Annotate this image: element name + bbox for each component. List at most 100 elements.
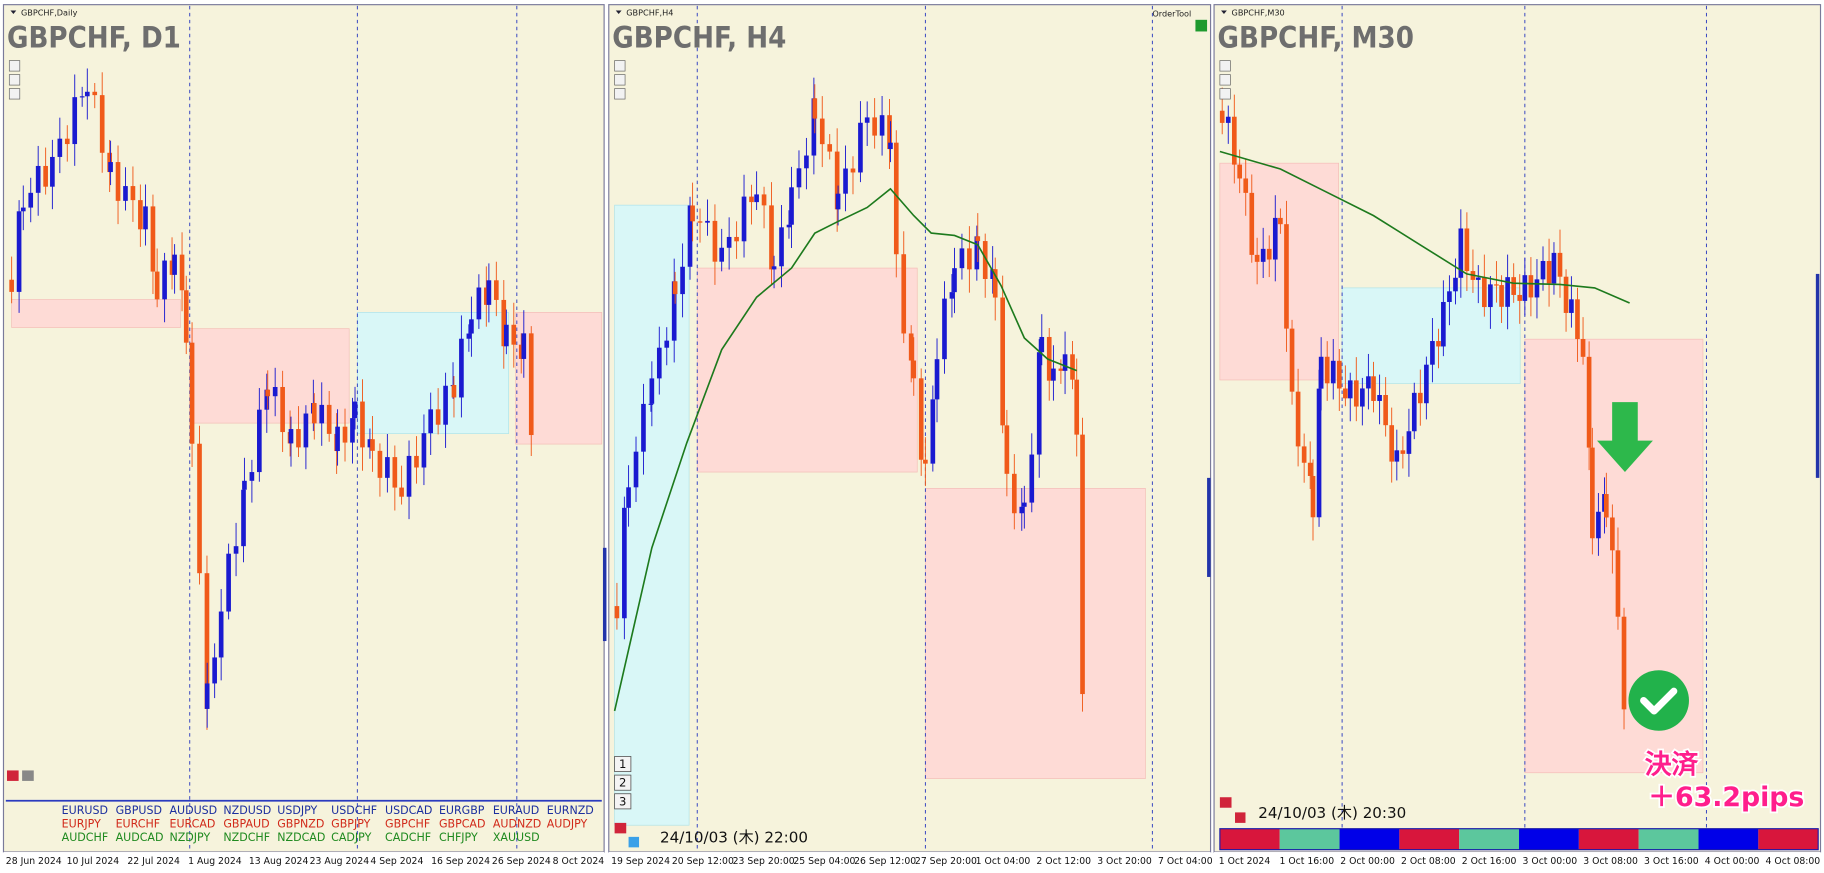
candle-body [183,290,189,343]
window-label: GBPCHF,M30 [1232,7,1285,17]
close-btn[interactable] [6,770,19,781]
candle-body [326,404,332,434]
symbol-button[interactable]: AUDCAD [116,831,164,844]
symbol-button[interactable]: GBPAUD [223,818,269,831]
moving-average [1219,150,1630,304]
candle-body [20,207,26,212]
candle-body [367,439,373,448]
symbol-button[interactable]: EURJPY [62,818,101,831]
number-button[interactable] [614,793,632,810]
candle-body [352,401,358,419]
symbol-button[interactable]: XAUUSD [493,831,540,844]
close-btn[interactable] [614,822,627,834]
candle-body [1039,336,1045,353]
symbol-button[interactable]: EURAUD [493,804,539,817]
symbol-button[interactable]: GBPJPY [331,818,370,831]
candle-body [872,117,877,136]
candle-body [360,401,365,448]
time-label: 19 Sep 2024 [611,856,670,867]
strength-bar [1219,828,1280,850]
candle-body [154,271,160,300]
number-label: 3 [619,794,626,808]
number-label: 2 [619,776,626,790]
symbol-button[interactable]: GBPCAD [439,818,486,831]
candle-body [1505,277,1510,307]
strength-bar [1459,828,1520,850]
symbol-button[interactable]: AUDCHF [62,831,109,844]
time-label: 1 Oct 04:00 [976,856,1031,867]
symbol-button[interactable]: CADCHF [385,831,431,844]
candle-body [150,206,156,272]
symbol-button[interactable]: EURCHF [116,818,161,831]
tool-button[interactable] [8,88,21,100]
symbol-button[interactable]: EURCAD [169,818,215,831]
symbol-button[interactable]: AUDNZD [493,818,541,831]
time-label: 4 Oct 08:00 [1766,856,1821,867]
min-btn[interactable] [22,770,34,781]
tool-button[interactable] [614,88,626,100]
candle-body [1295,391,1301,447]
candle-body [521,333,527,359]
candle-body [79,96,85,98]
candle-body [264,389,270,410]
candle-body [483,287,489,305]
tool-button[interactable] [614,60,626,72]
symbol-button[interactable]: NZDJPY [169,831,210,844]
candle-body [92,91,98,96]
candle-body [949,292,955,299]
candle-body [1249,192,1255,255]
candle-body [1424,364,1429,404]
symbol-button[interactable]: GBPUSD [116,804,162,817]
symbol-button[interactable]: USDCHF [331,804,377,817]
candle-body [1318,356,1324,389]
symbol-button[interactable]: GBPCHF [385,818,430,831]
symbol-button[interactable]: CADJPY [331,831,371,844]
time-label: 26 Sep 12:00 [854,856,916,867]
candle-body [123,186,128,201]
symbol-button[interactable]: NZDCAD [277,831,325,844]
order-tool[interactable]: OrderTool [1152,8,1191,18]
scrollbar [602,547,607,642]
tool-button[interactable] [8,74,21,86]
candle-body [1011,473,1017,514]
candle-body [99,95,105,153]
tool-button[interactable] [1219,60,1231,72]
symbol-button[interactable]: USDCAD [385,804,432,817]
strength-bar [1758,828,1819,850]
symbol-button[interactable]: AUDJPY [547,818,588,831]
timestamp: 24/10/03 (木) 20:30 [1258,804,1406,822]
symbol-button[interactable]: AUDUSD [169,804,217,817]
candle-body [1019,506,1025,514]
candle-body [342,426,348,443]
tool-button[interactable] [614,74,626,86]
candle-body [990,269,995,279]
symbol-button[interactable]: NZDCHF [223,831,270,844]
number-button[interactable] [614,774,632,791]
candle-body [741,196,747,242]
close-btn[interactable] [1235,812,1246,823]
symbol-button[interactable]: EURNZD [547,804,594,817]
number-button[interactable] [614,756,632,773]
symbol-button[interactable]: NZDUSD [223,804,271,817]
candle-body [687,205,693,267]
info-btn[interactable] [628,836,640,848]
symbol-button[interactable]: CHFJPY [439,831,478,844]
symbol-button[interactable]: EURGBP [439,804,485,817]
chart-window: GBPCHF,M30 GBPCHF, M30 1 Oct 2024 1 Oct 16:… [1213,4,1822,872]
candle-body [1074,379,1080,435]
time-label: 8 Oct 2024 [553,856,605,867]
symbol-button[interactable]: GBPNZD [277,818,324,831]
tool-button[interactable] [1219,74,1231,86]
candle-body [712,220,718,262]
time-label: 2 Oct 08:00 [1401,856,1456,867]
tool-button[interactable] [8,60,21,72]
candle-body [1219,110,1225,123]
symbol-button[interactable]: USDJPY [277,804,317,817]
candle-body [1070,354,1075,380]
candle-body [789,187,794,225]
candle-body [982,241,988,279]
tool-button[interactable] [1219,88,1231,100]
symbol-button[interactable]: EURUSD [62,804,108,817]
close-btn[interactable] [1219,797,1232,808]
